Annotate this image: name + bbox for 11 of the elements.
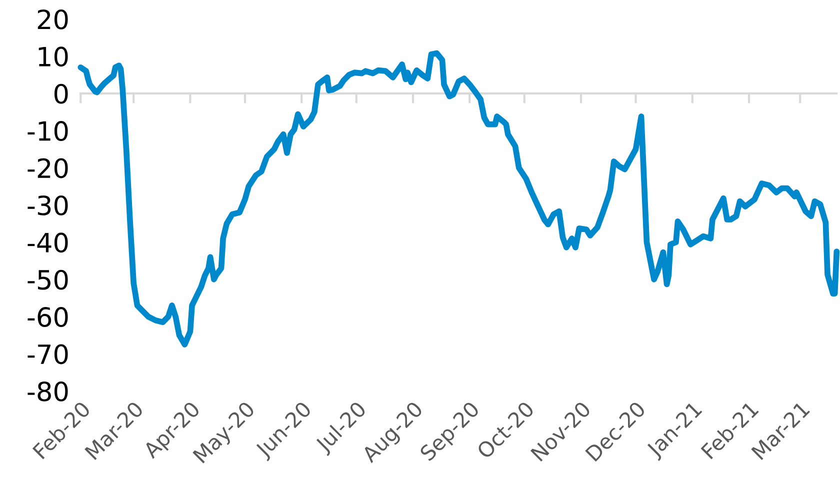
y-tick-label: 10 bbox=[38, 46, 68, 67]
y-tick-label: -50 bbox=[28, 270, 68, 290]
y-tick-label: -20 bbox=[28, 158, 68, 178]
y-tick-label: 0 bbox=[54, 84, 68, 104]
y-tick-label: -40 bbox=[28, 232, 68, 253]
y-tick-label: -30 bbox=[28, 195, 68, 216]
y-tick-label: -60 bbox=[28, 307, 68, 327]
y-tick-label: 20 bbox=[38, 9, 68, 30]
y-tick-label: -10 bbox=[28, 121, 68, 141]
y-tick-label: -70 bbox=[28, 344, 68, 364]
y-tick-label: -80 bbox=[28, 381, 68, 402]
